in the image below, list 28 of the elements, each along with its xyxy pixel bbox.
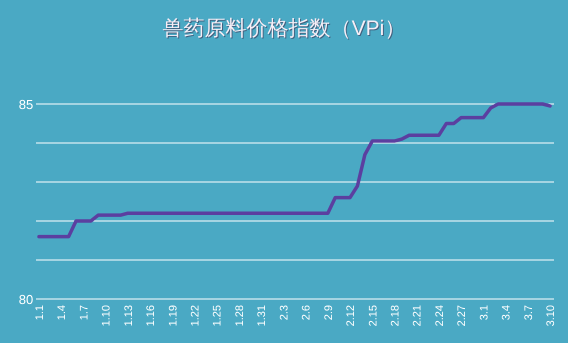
x-tick-label: 1.7 xyxy=(78,305,90,320)
x-tick-label: 2.6 xyxy=(300,305,313,320)
x-tick-label: 2.21 xyxy=(412,305,424,326)
x-tick-label: 1.22 xyxy=(190,305,202,326)
x-tick-label: 1.4 xyxy=(56,305,68,320)
x-tick-label: 1.1 xyxy=(34,305,46,320)
x-tick-label: 2.18 xyxy=(389,305,402,326)
x-tick-label: 1.19 xyxy=(167,305,180,326)
x-tick-label: 1.16 xyxy=(145,305,158,326)
x-tick-label: 2.9 xyxy=(322,305,335,320)
x-tick-label: 1.13 xyxy=(122,305,135,326)
x-tick-label: 3.4 xyxy=(500,305,513,320)
x-tick-label: 1.31 xyxy=(256,305,268,326)
y-tick-label: 80 xyxy=(18,292,34,307)
line-series xyxy=(37,102,552,238)
x-tick-label: 1.10 xyxy=(100,305,113,326)
x-tick-label: 3.10 xyxy=(545,305,557,326)
x-tick-label: 3.1 xyxy=(478,305,490,320)
x-tick-label: 2.27 xyxy=(456,305,468,326)
x-tick-label: 2.3 xyxy=(278,305,290,320)
x-tick-label: 2.24 xyxy=(434,305,446,326)
x-tick-label: 1.25 xyxy=(212,305,224,326)
x-tick-label: 3.7 xyxy=(522,305,535,320)
x-tick-label: 2.15 xyxy=(367,305,380,326)
x-tick-label: 2.12 xyxy=(345,305,358,326)
y-tick-label: 85 xyxy=(18,97,34,112)
chart-title: 兽药原料价格指数（VPi） xyxy=(164,18,406,41)
x-tick-label: 1.28 xyxy=(234,305,246,326)
